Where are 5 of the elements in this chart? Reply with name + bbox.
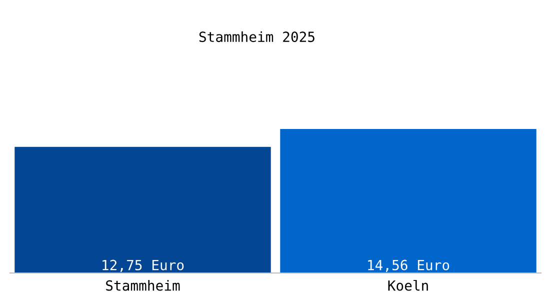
x-tick-label: Koeln	[388, 280, 428, 291]
data-label: 12,75 Euro	[102, 260, 184, 272]
x-tick-label: Stammheim	[106, 280, 180, 291]
data-label: 14,56 Euro	[368, 260, 450, 272]
chart-title: Stammheim 2025	[199, 31, 314, 42]
